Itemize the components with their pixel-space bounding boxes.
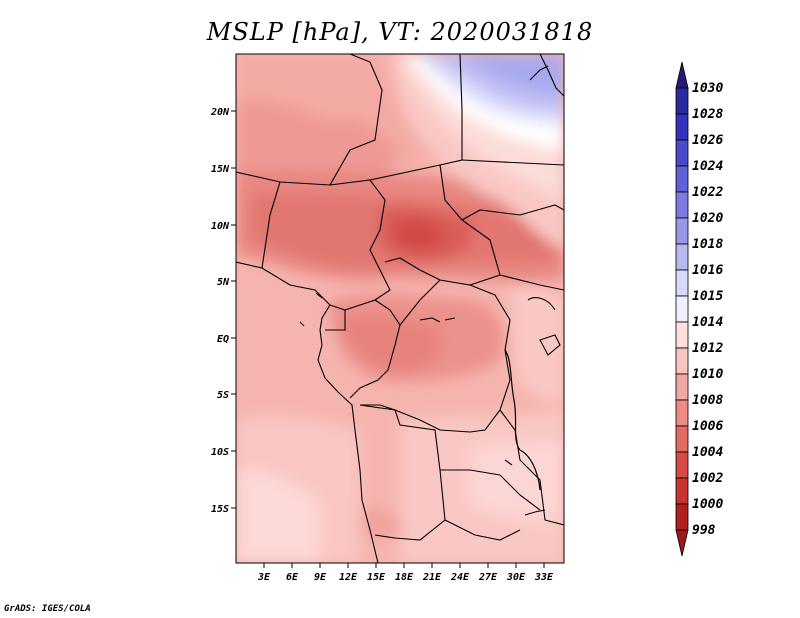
- colorbar-label: 1018: [692, 237, 723, 252]
- colorbar-label: 1012: [692, 341, 723, 356]
- lon-ticks: [263, 563, 545, 568]
- colorbar-swatch: [675, 321, 689, 349]
- country-borders: [236, 54, 564, 563]
- colorbar-label: 998: [692, 523, 716, 538]
- colorbar-label: 1026: [692, 133, 723, 148]
- lon-label: 24E: [450, 572, 470, 583]
- lon-label: 33E: [534, 572, 554, 583]
- lat-label: 5S: [217, 390, 229, 401]
- lon-label: 12E: [339, 572, 358, 583]
- colorbar-swatch: [675, 503, 689, 531]
- colorbar-swatch: [675, 373, 689, 401]
- lat-label: 15S: [211, 504, 229, 515]
- colorbar-swatch: [675, 451, 689, 479]
- colorbar: 1030 1028 1026 1024 1022 1020 1018 1016 1015 1014…: [675, 61, 723, 557]
- lat-label: 10S: [211, 447, 229, 458]
- lat-label: 15N: [211, 164, 230, 175]
- colorbar-label: 1024: [692, 159, 723, 174]
- pressure-field: [236, 54, 564, 563]
- colorbar-label: 1006: [692, 419, 723, 434]
- lon-label: 18E: [395, 572, 414, 583]
- colorbar-swatch: [675, 243, 689, 271]
- colorbar-swatch: [675, 87, 689, 115]
- colorbar-label: 1004: [692, 445, 723, 460]
- colorbar-swatch: [675, 477, 689, 505]
- lat-label: 10N: [211, 221, 230, 232]
- colorbar-label: 1028: [692, 107, 723, 122]
- colorbar-swatch: [675, 217, 689, 245]
- colorbar-label: 1008: [692, 393, 723, 408]
- colorbar-swatch: [675, 425, 689, 453]
- lon-label: 15E: [367, 572, 386, 583]
- lon-label: 6E: [286, 572, 299, 583]
- footer-credit: GrADS: IGES/COLA: [4, 604, 91, 614]
- map-frame: [235, 53, 565, 564]
- lat-label: 5N: [217, 277, 230, 288]
- lon-label: 30E: [506, 572, 526, 583]
- lon-label: 3E: [257, 572, 271, 583]
- colorbar-swatch: [675, 347, 689, 375]
- colorbar-label: 1014: [692, 315, 723, 330]
- colorbar-swatch: [675, 139, 689, 167]
- lat-label: EQ: [217, 334, 229, 345]
- colorbar-swatch: [675, 269, 689, 297]
- lat-ticks: [231, 110, 236, 509]
- colorbar-swatch: [675, 165, 689, 193]
- colorbar-swatch: [675, 191, 689, 219]
- colorbar-label: 1022: [692, 185, 723, 200]
- lon-label: 21E: [422, 572, 442, 583]
- colorbar-max-triangle: [675, 61, 689, 89]
- colorbar-label: 1000: [692, 497, 723, 512]
- colorbar-min-triangle: [675, 529, 689, 557]
- colorbar-label: 1010: [692, 367, 723, 382]
- lon-labels: 3E 6E 9E 12E 15E 18E 21E 24E 27E 30E 33E: [257, 572, 554, 583]
- colorbar-label: 1016: [692, 263, 723, 278]
- colorbar-label: 1020: [692, 211, 723, 226]
- chart-title: MSLP [hPa], VT: 2020031818: [206, 18, 594, 46]
- lat-labels: 20N 15N 10N 5N EQ 5S 10S 15S: [210, 107, 230, 515]
- colorbar-swatch: [675, 399, 689, 427]
- lat-label: 20N: [210, 107, 230, 118]
- lon-label: 27E: [478, 572, 498, 583]
- colorbar-swatch: [675, 295, 689, 323]
- colorbar-label: 1002: [692, 471, 723, 486]
- colorbar-label: 1030: [692, 81, 723, 96]
- colorbar-label: 1015: [692, 289, 723, 304]
- lon-label: 9E: [314, 572, 327, 583]
- colorbar-swatch: [675, 113, 689, 141]
